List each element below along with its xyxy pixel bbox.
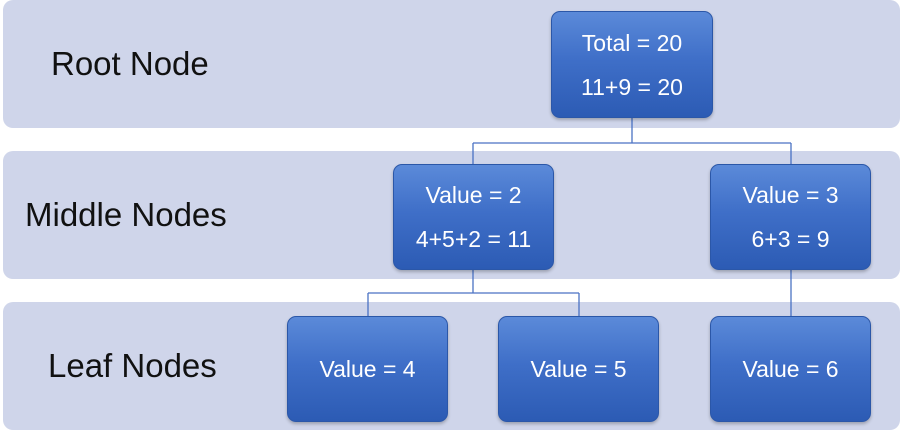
leaf-node-1: Value = 4 [287,316,448,422]
middle-node-left-sum: 4+5+2 = 11 [415,226,532,252]
leaf-node-2-value: Value = 5 [530,356,627,382]
leaf-level-label: Leaf Nodes [48,347,217,384]
root-level-label: Root Node [51,45,209,82]
root-level-band [3,0,900,128]
leaf-node-3: Value = 6 [710,316,871,422]
middle-level-label: Middle Nodes [25,196,227,233]
leaf-node-2: Value = 5 [498,316,659,422]
middle-node-right-sum: 6+3 = 9 [751,226,830,252]
leaf-node-1-value: Value = 4 [319,356,416,382]
root-node: Total = 20 11+9 = 20 [551,11,713,118]
root-node-sum: 11+9 = 20 [581,73,683,100]
middle-node-left-value: Value = 2 [425,182,522,208]
leaf-node-3-value: Value = 6 [742,356,839,382]
middle-node-right: Value = 3 6+3 = 9 [710,164,871,270]
middle-node-right-value: Value = 3 [742,182,839,208]
middle-node-left: Value = 2 4+5+2 = 11 [393,164,554,270]
root-node-total: Total = 20 [581,29,683,56]
